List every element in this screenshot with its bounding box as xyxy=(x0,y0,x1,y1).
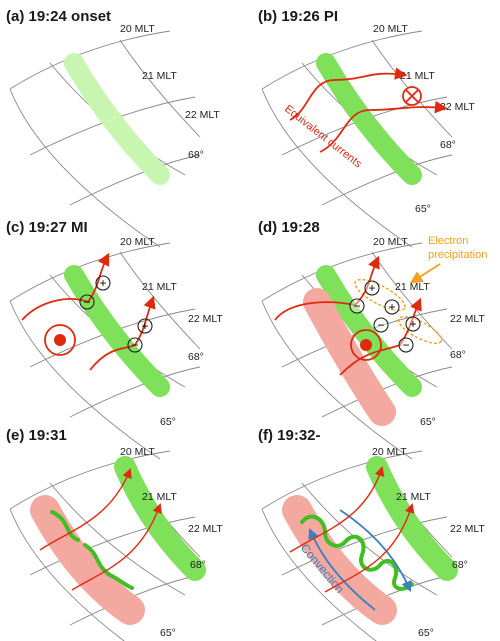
green-wave xyxy=(50,510,134,590)
current-arrow xyxy=(274,255,380,321)
svg-text:−: − xyxy=(83,295,90,309)
svg-text:+: + xyxy=(141,319,148,333)
label-21-mlt: 21 MLT xyxy=(142,281,177,293)
charge-marker: − xyxy=(349,298,365,314)
label-20-mlt: 20 MLT xyxy=(120,446,155,458)
current-into-page-icon xyxy=(402,86,422,106)
panel-d-grid xyxy=(261,242,453,460)
label-21-mlt: 21 MLT xyxy=(400,70,435,82)
red-band xyxy=(282,495,397,625)
label-65-deg: 65° xyxy=(160,627,176,639)
pale-green-arc xyxy=(64,53,170,185)
label-20-mlt: 20 MLT xyxy=(120,23,155,35)
label-21-mlt: 21 MLT xyxy=(142,491,177,503)
panel-f-grid xyxy=(261,450,458,641)
charge-marker: − xyxy=(398,337,414,353)
red-band xyxy=(30,495,145,625)
current-arrow xyxy=(339,297,422,376)
electron-label-line1: Electron xyxy=(428,235,468,247)
panel-title: (f) 19:32- xyxy=(258,427,321,444)
label-22-mlt: 22 MLT xyxy=(440,101,475,113)
label-22-mlt: 22 MLT xyxy=(450,523,485,535)
current-arrow xyxy=(39,468,132,551)
label-68-deg: 68° xyxy=(450,349,466,361)
green-arc xyxy=(64,265,170,397)
label-22-mlt: 22 MLT xyxy=(450,313,485,325)
svg-text:−: − xyxy=(377,318,384,332)
convection-arrow xyxy=(308,528,376,611)
charge-marker: − xyxy=(373,317,389,333)
panel-a-grid xyxy=(9,30,201,248)
svg-text:−: − xyxy=(353,299,360,313)
upward-current-icon xyxy=(44,324,76,356)
panel-d: (d) 19:28 20 MLT 21 MLT 22 MLT 68° 65° E… xyxy=(258,219,487,460)
panel-b: (b) 19:26 PI 20 MLT 21 MLT 22 MLT 68° 65… xyxy=(258,8,475,248)
label-20-mlt: 20 MLT xyxy=(372,446,407,458)
panel-title: (a) 19:24 onset xyxy=(6,8,111,25)
label-21-mlt: 21 MLT xyxy=(396,491,431,503)
panel-b-grid xyxy=(261,30,453,248)
precipitation-ellipse xyxy=(397,316,443,344)
green-arc xyxy=(114,456,206,581)
panel-c: (c) 19:27 MI 20 MLT 21 MLT 22 MLT 68° 65… xyxy=(6,219,223,460)
label-20-mlt: 20 MLT xyxy=(120,236,155,248)
charge-marker: + xyxy=(364,280,380,296)
current-arrow xyxy=(71,503,162,591)
current-arrow xyxy=(89,295,156,371)
panel-title: (e) 19:31 xyxy=(6,427,67,444)
label-68-deg: 68° xyxy=(440,139,456,151)
panel-c-grid xyxy=(9,242,201,460)
electron-pointer-arrow xyxy=(409,263,441,284)
charge-marker: + xyxy=(405,316,421,332)
red-band xyxy=(303,288,396,426)
panel-a: (a) 19:24 onset 20 MLT 21 MLT 22 MLT 68° xyxy=(6,8,220,248)
green-arc xyxy=(316,53,422,185)
svg-text:+: + xyxy=(409,317,416,331)
label-68-deg: 68° xyxy=(452,559,468,571)
current-arrow xyxy=(289,466,385,553)
label-68-deg: 68° xyxy=(188,149,204,161)
panel-e: (e) 19:31 20 MLT 21 MLT 22 MLT 68° 65° xyxy=(6,427,223,641)
charge-marker: + xyxy=(384,299,400,315)
svg-text:+: + xyxy=(99,276,106,290)
green-arc xyxy=(316,265,422,397)
svg-text:−: − xyxy=(131,338,138,352)
label-20-mlt: 20 MLT xyxy=(373,236,408,248)
charge-marker: + xyxy=(95,275,111,291)
svg-text:+: + xyxy=(388,300,395,314)
label-22-mlt: 22 MLT xyxy=(185,109,220,121)
label-21-mlt: 21 MLT xyxy=(395,281,430,293)
label-20-mlt: 20 MLT xyxy=(373,23,408,35)
charge-marker: − xyxy=(79,294,95,310)
green-arc xyxy=(366,456,458,581)
current-arrow xyxy=(21,252,110,321)
svg-text:−: − xyxy=(402,338,409,352)
panel-title: (c) 19:27 MI xyxy=(6,219,88,236)
current-arrow xyxy=(324,503,415,593)
label-68-deg: 68° xyxy=(188,351,204,363)
charge-marker: − xyxy=(127,337,143,353)
label-22-mlt: 22 MLT xyxy=(188,313,223,325)
label-65-deg: 65° xyxy=(160,416,176,428)
upward-current-icon xyxy=(350,329,382,361)
current-arrow xyxy=(319,100,448,153)
label-65-deg: 65° xyxy=(418,627,434,639)
label-22-mlt: 22 MLT xyxy=(188,523,223,535)
charge-marker: + xyxy=(137,318,153,334)
panel-e-grid xyxy=(9,450,206,641)
current-arrow xyxy=(289,67,408,121)
label-68-deg: 68° xyxy=(190,559,206,571)
label-65-deg: 65° xyxy=(420,416,436,428)
label-21-mlt: 21 MLT xyxy=(142,70,177,82)
panel-title: (b) 19:26 PI xyxy=(258,8,338,25)
label-65-deg: 65° xyxy=(415,203,431,215)
panel-f: (f) 19:32- Convection 20 MLT 21 MLT 22 M… xyxy=(258,427,485,641)
electron-label-line2: precipitation xyxy=(428,249,487,261)
panel-title: (d) 19:28 xyxy=(258,219,320,236)
precipitation-ellipse xyxy=(354,278,406,312)
svg-text:+: + xyxy=(368,281,375,295)
